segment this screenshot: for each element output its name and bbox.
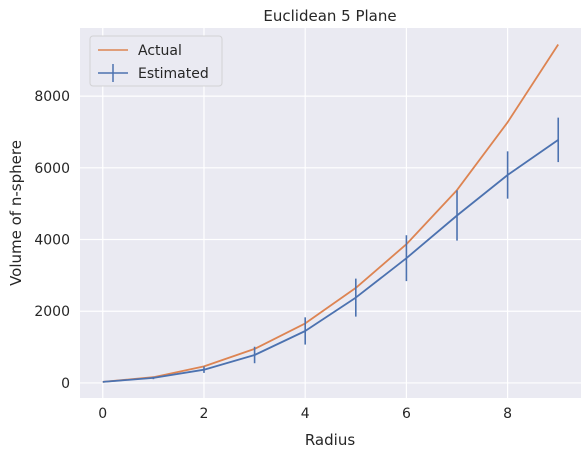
legend-label-actual: Actual xyxy=(138,43,182,59)
x-axis-label: Radius xyxy=(305,431,355,449)
legend: Actual Estimated xyxy=(89,35,223,87)
x-tick-label: 4 xyxy=(301,406,310,422)
y-axis-label: Volume of n-sphere xyxy=(7,140,25,286)
y-tick-label: 2000 xyxy=(34,304,70,320)
chart-title: Euclidean 5 Plane xyxy=(263,7,396,25)
x-tick-label: 8 xyxy=(503,406,512,422)
series-line-estimated xyxy=(102,139,559,383)
plot-background xyxy=(80,28,581,398)
x-tick-label: 2 xyxy=(200,406,209,422)
y-tick-label: 6000 xyxy=(34,161,70,177)
y-tick-label: 4000 xyxy=(34,233,70,249)
ticks: 0 2 4 6 8 0 2000 4000 6000 8000 xyxy=(34,89,512,422)
series-line-actual xyxy=(102,44,559,383)
x-tick-label: 6 xyxy=(402,406,411,422)
legend-label-estimated: Estimated xyxy=(138,66,209,82)
y-tick-label: 0 xyxy=(61,376,70,392)
y-tick-label: 8000 xyxy=(34,89,70,105)
grid xyxy=(80,28,581,398)
x-tick-label: 0 xyxy=(98,406,107,422)
series-layer xyxy=(102,44,560,383)
